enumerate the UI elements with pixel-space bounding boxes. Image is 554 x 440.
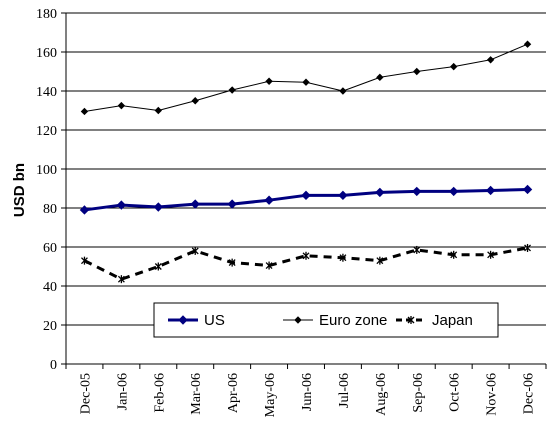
series-euro-zone [80, 40, 532, 116]
legend-marker [178, 315, 188, 325]
x-tick-label: Jul-06 [337, 373, 352, 408]
data-point [153, 202, 164, 212]
x-tick-label: Dec-06 [522, 373, 537, 414]
data-point [191, 246, 199, 255]
data-point [412, 186, 422, 197]
data-point [522, 184, 533, 195]
data-point [117, 275, 125, 284]
legend-entry: US [168, 312, 225, 329]
data-point [376, 256, 384, 265]
series-line [84, 43, 528, 112]
data-point [227, 199, 237, 209]
y-tick-label: 0 [50, 358, 57, 373]
y-tick-label: 180 [36, 7, 57, 22]
y-tick-label: 140 [36, 85, 57, 100]
legend-label: Japan [432, 312, 473, 329]
x-tick-label: May-06 [263, 373, 278, 417]
y-axis-title: USD bn [11, 163, 28, 217]
data-point [375, 187, 385, 198]
y-tick-label: 160 [36, 46, 57, 61]
series-us [79, 184, 533, 215]
gridlines [66, 12, 546, 326]
data-point [338, 190, 348, 201]
y-tick-label: 20 [43, 319, 57, 334]
data-point [81, 256, 88, 265]
data-point [191, 97, 199, 105]
x-tick-label: Apr-06 [226, 373, 241, 413]
data-point [79, 205, 90, 215]
data-point [486, 56, 495, 64]
data-point [413, 67, 421, 76]
data-point [376, 73, 384, 82]
data-point [264, 195, 274, 205]
data-point [265, 261, 273, 270]
data-point [487, 250, 495, 259]
legend-marker [294, 316, 302, 324]
x-tick-label: Feb-06 [152, 373, 167, 413]
series-japan [81, 243, 531, 284]
y-tick-labels: 0 20 40 60 80 100 120 140 160 180 [36, 7, 57, 373]
series-layer [79, 40, 533, 284]
data-point [449, 62, 458, 71]
x-tick-label: Jan-06 [115, 373, 130, 410]
x-tick-label: Jun-06 [300, 373, 315, 411]
data-point [116, 200, 127, 210]
x-tick-label: Oct-06 [448, 373, 463, 412]
legend-label: Euro zone [319, 312, 387, 329]
data-point [302, 251, 310, 260]
y-tick-label: 120 [36, 124, 57, 139]
data-point [228, 258, 236, 267]
data-point [154, 262, 162, 271]
data-point [228, 86, 236, 94]
data-point [190, 199, 200, 209]
y-tick-label: 60 [43, 241, 57, 256]
x-tick-label: Sep-06 [411, 373, 426, 413]
data-point [117, 101, 126, 110]
data-point [154, 106, 163, 115]
data-point [80, 107, 89, 116]
data-point [301, 190, 311, 201]
x-tick-label: Mar-06 [189, 373, 204, 415]
x-tick-labels: Dec-05 Jan-06 Feb-06 Mar-06 Apr-06 May-06 Jun-… [78, 373, 536, 417]
legend-box [153, 302, 499, 338]
x-tick-label: Aug-06 [374, 373, 389, 416]
data-point [302, 78, 310, 86]
x-tick-label: Dec-05 [78, 373, 93, 414]
data-point [523, 40, 532, 48]
data-point [524, 243, 531, 252]
legend-marker [407, 316, 415, 324]
legend-entry: Japan [396, 312, 473, 329]
axes [61, 12, 547, 369]
legend-entry: Euro zone [283, 312, 387, 329]
data-point [448, 186, 459, 197]
y-tick-label: 40 [43, 280, 57, 295]
data-point [450, 250, 458, 259]
data-point [413, 245, 421, 254]
x-tick-label: Nov-06 [485, 373, 500, 416]
data-point [265, 77, 273, 85]
legend: US Euro zone Japan [153, 302, 499, 338]
data-point [339, 253, 347, 262]
y-tick-label: 80 [43, 202, 57, 217]
legend-label: US [204, 312, 225, 329]
y-tick-label: 100 [36, 163, 57, 178]
data-point [339, 87, 347, 95]
data-point [485, 185, 496, 196]
